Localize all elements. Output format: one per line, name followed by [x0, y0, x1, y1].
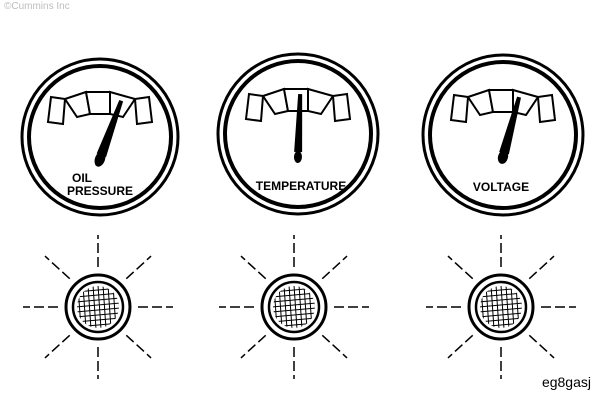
gauge-label-line1: OIL [72, 171, 92, 185]
copyright-notice: ©Cummins Inc [4, 1, 70, 12]
gauge-label-line2: TEMPERATURE [256, 179, 346, 193]
temperature-gauge: TEMPERATURE [216, 52, 380, 216]
lamp-light-ray [447, 255, 474, 280]
temperature-warning-lamp [219, 235, 369, 379]
lamp-light-ray [44, 255, 71, 280]
lamp-light-ray [44, 334, 71, 359]
gauge-label-line2: PRESSURE [67, 184, 133, 198]
gauge-label-line2: VOLTAGE [473, 180, 529, 194]
voltage-warning-lamp [426, 235, 576, 379]
gauge-scale-arc [449, 88, 557, 124]
oil-pressure-gauge: OIL PRESSURE [20, 57, 180, 217]
oil-pressure-needle [94, 100, 124, 167]
lamp-light-ray [528, 255, 555, 280]
oil-pressure-warning-lamp [23, 235, 173, 379]
lamp-light-ray [125, 334, 152, 359]
lamp-light-ray [321, 255, 348, 280]
lamp-light-ray [240, 255, 267, 280]
lamp-light-ray [528, 334, 555, 359]
lamp-light-ray [447, 334, 474, 359]
voltage-needle [497, 96, 521, 164]
voltage-gauge: VOLTAGE [421, 53, 585, 217]
lamp-light-ray [321, 334, 348, 359]
figure-id: eg8gasj [541, 374, 591, 390]
lamp-light-ray [125, 255, 152, 280]
lamp-light-ray [240, 334, 267, 359]
temperature-needle [293, 93, 303, 163]
gauge-scale-arc [46, 90, 154, 126]
